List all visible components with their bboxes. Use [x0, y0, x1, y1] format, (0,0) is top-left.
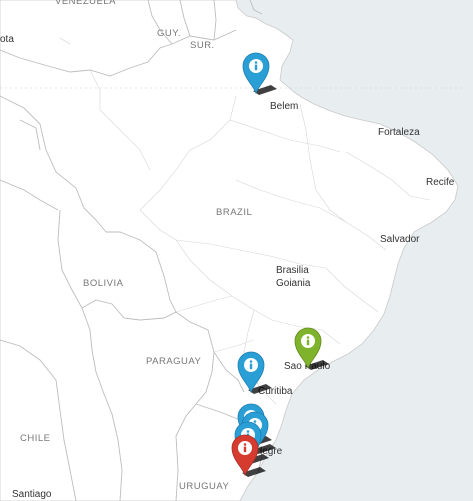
- continent-landmass: [0, 0, 459, 501]
- info-icon: [231, 434, 266, 477]
- country-label-chile: CHILE: [20, 433, 51, 444]
- map-marker-sao-paulo[interactable]: [293, 326, 329, 370]
- info-icon: [294, 327, 329, 370]
- city-label-brasilia: Brasilia: [276, 265, 309, 276]
- country-label-venezuela: VENEZUELA: [55, 0, 116, 7]
- country-label-suriname: SUR.: [190, 40, 215, 51]
- country-label-bolivia: BOLIVIA: [83, 278, 124, 289]
- map-marker-curitiba[interactable]: [236, 350, 272, 394]
- city-label-salvador: Salvador: [380, 234, 420, 245]
- city-label-fortaleza: Fortaleza: [378, 127, 420, 138]
- road-line: [59, 37, 71, 45]
- country-label-guyana: GUY.: [157, 28, 182, 39]
- city-label-goiania: Goiania: [276, 278, 311, 289]
- city-label-belem: Belem: [270, 101, 299, 112]
- city-label-bogota: ota: [0, 34, 14, 45]
- city-label-curitiba: Curitiba: [258, 386, 293, 397]
- country-label-paraguay: PARAGUAY: [146, 356, 202, 367]
- info-icon: [242, 52, 277, 95]
- info-icon: [237, 351, 272, 394]
- map-marker-belem[interactable]: [241, 51, 277, 95]
- city-label-recife: Recife: [426, 177, 455, 188]
- country-borders: [0, 0, 263, 501]
- city-label-porto-alegre: legre: [260, 446, 283, 457]
- city-label-santiago: Santiago: [12, 489, 52, 500]
- country-label-brazil: BRAZIL: [216, 207, 253, 218]
- country-label-uruguay: URUGUAY: [179, 481, 230, 492]
- map-marker-porto-alegre[interactable]: [230, 433, 266, 477]
